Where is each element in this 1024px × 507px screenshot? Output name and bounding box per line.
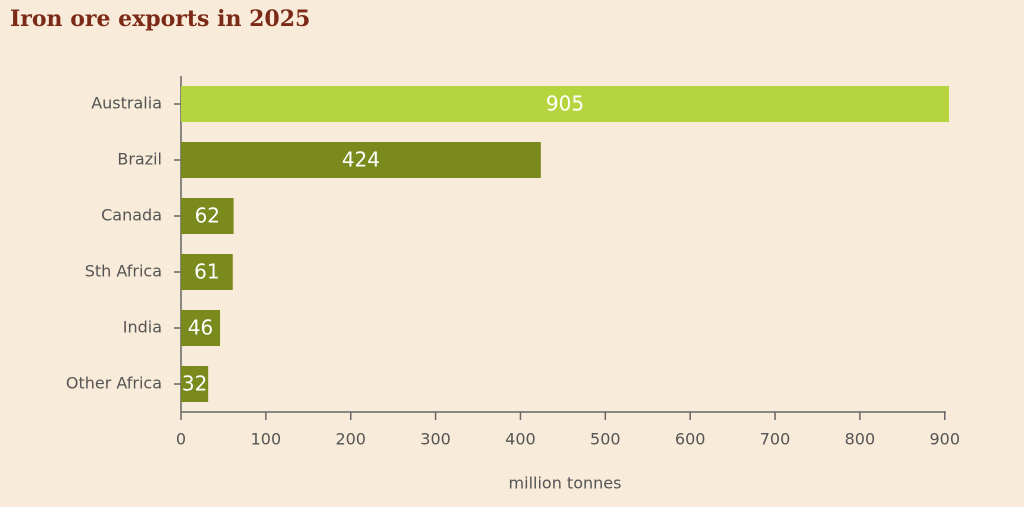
chart-title: Iron ore exports in 2025 bbox=[10, 6, 310, 32]
x-tick-label: 300 bbox=[420, 430, 451, 449]
x-tick-label: 700 bbox=[760, 430, 791, 449]
x-tick-label: 0 bbox=[176, 430, 186, 449]
x-axis-label: million tonnes bbox=[509, 474, 622, 493]
x-tick-label: 800 bbox=[845, 430, 876, 449]
x-tick-label: 400 bbox=[505, 430, 536, 449]
bar bbox=[181, 198, 234, 234]
category-label: Australia bbox=[91, 94, 162, 113]
category-label: Other Africa bbox=[66, 374, 162, 393]
category-label: Brazil bbox=[117, 150, 162, 169]
bar bbox=[181, 142, 541, 178]
bar bbox=[181, 310, 221, 346]
value-label: 46 bbox=[188, 316, 213, 340]
x-tick-label: 500 bbox=[590, 430, 621, 449]
bar bbox=[181, 86, 949, 122]
value-label: 62 bbox=[195, 204, 220, 228]
bar bbox=[181, 366, 209, 402]
value-label: 32 bbox=[182, 372, 207, 396]
value-label: 61 bbox=[194, 260, 219, 284]
x-tick-label: 600 bbox=[675, 430, 706, 449]
x-tick-label: 900 bbox=[929, 430, 960, 449]
x-tick-label: 100 bbox=[251, 430, 282, 449]
category-label: Canada bbox=[101, 206, 162, 225]
category-label: India bbox=[123, 318, 162, 337]
category-label: Sth Africa bbox=[85, 262, 162, 281]
value-label: 905 bbox=[546, 92, 584, 116]
bar bbox=[181, 254, 233, 290]
value-label: 424 bbox=[342, 148, 380, 172]
x-tick-label: 200 bbox=[335, 430, 366, 449]
